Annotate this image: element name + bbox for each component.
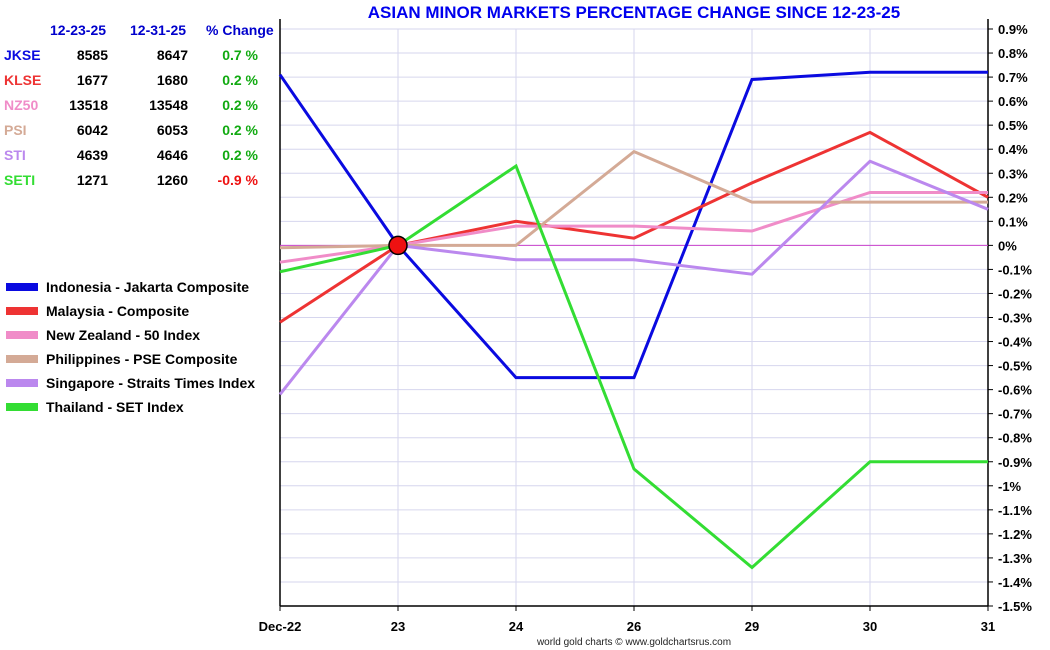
y-tick-label: -0.4% (998, 335, 1032, 350)
x-tick-label: 24 (509, 619, 524, 634)
y-tick-label: -1.1% (998, 503, 1032, 518)
start-value: 13518 (69, 97, 108, 113)
x-tick-label: 26 (627, 619, 641, 634)
chart-title: ASIAN MINOR MARKETS PERCENTAGE CHANGE SI… (367, 3, 901, 22)
index-code: STI (4, 147, 26, 163)
y-tick-label: -1.3% (998, 551, 1032, 566)
legend-label: Malaysia - Composite (46, 303, 190, 319)
pct-change-value: 0.2 % (222, 147, 258, 163)
legend-swatch (6, 403, 38, 411)
y-tick-label: 0.5% (998, 118, 1028, 133)
legend-swatch (6, 379, 38, 387)
y-tick-label: -0.6% (998, 383, 1032, 398)
x-tick-label: 31 (981, 619, 995, 634)
index-code: NZ50 (4, 97, 39, 113)
end-value: 4646 (156, 147, 188, 163)
index-code: PSI (4, 122, 27, 138)
y-tick-label: 0.8% (998, 46, 1028, 61)
legend-swatch (6, 283, 38, 291)
pct-change-value: 0.7 % (222, 47, 258, 63)
y-tick-label: 0.9% (998, 22, 1028, 37)
pct-change-value: 0.2 % (222, 97, 258, 113)
legend-label: Thailand - SET Index (46, 399, 184, 415)
y-tick-label: -0.3% (998, 311, 1032, 326)
y-tick-label: -0.9% (998, 455, 1032, 470)
start-value: 6042 (76, 122, 108, 138)
index-code: SETI (4, 172, 36, 188)
y-tick-label: 0.7% (998, 70, 1028, 85)
pct-change-value: 0.2 % (222, 72, 258, 88)
y-tick-label: -1.2% (998, 527, 1032, 542)
legend-swatch (6, 331, 38, 339)
pct-change-value: 0.2 % (222, 122, 258, 138)
y-tick-label: -1% (998, 479, 1022, 494)
col-header-pct-change: % Change (206, 22, 274, 38)
x-tick-label: 29 (745, 619, 759, 634)
start-value: 1677 (76, 72, 108, 88)
y-tick-label: 0% (998, 238, 1017, 253)
start-value: 4639 (76, 147, 108, 163)
legend-swatch (6, 355, 38, 363)
chart-credit: world gold charts © www.goldchartsrus.co… (536, 637, 732, 648)
legend-label: Singapore - Straits Times Index (46, 375, 256, 391)
legend-label: Indonesia - Jakarta Composite (46, 279, 250, 295)
y-tick-label: 0.3% (998, 166, 1028, 181)
legend-label: New Zealand - 50 Index (46, 327, 201, 343)
y-tick-label: -0.7% (998, 407, 1032, 422)
col-header-start-date: 12-23-25 (50, 22, 107, 38)
x-tick-label: 23 (391, 619, 405, 634)
end-value: 13548 (149, 97, 188, 113)
y-tick-label: 0.4% (998, 142, 1028, 157)
pct-change-value: -0.9 % (217, 172, 258, 188)
end-value: 1260 (156, 172, 188, 188)
y-tick-label: -0.2% (998, 286, 1032, 301)
y-tick-label: 0.1% (998, 214, 1028, 229)
end-value: 1680 (156, 72, 188, 88)
base-date-marker (388, 235, 408, 256)
index-code: KLSE (4, 72, 42, 88)
y-tick-label: -1.4% (998, 575, 1032, 590)
start-value: 8585 (76, 47, 108, 63)
end-value: 6053 (156, 122, 188, 138)
legend-label: Philippines - PSE Composite (46, 351, 238, 367)
col-header-end-date: 12-31-25 (130, 22, 187, 38)
y-tick-label: 0.2% (998, 190, 1028, 205)
end-value: 8647 (156, 47, 188, 63)
y-tick-label: 0.6% (998, 94, 1028, 109)
y-tick-label: -0.5% (998, 359, 1032, 374)
y-tick-label: -1.5% (998, 599, 1032, 614)
x-tick-label: Dec-22 (259, 619, 302, 634)
y-tick-label: -0.8% (998, 431, 1032, 446)
x-tick-label: 30 (863, 619, 877, 634)
y-tick-label: -0.1% (998, 262, 1032, 277)
legend-swatch (6, 307, 38, 315)
index-code: JKSE (4, 47, 41, 63)
start-value: 1271 (76, 172, 108, 188)
